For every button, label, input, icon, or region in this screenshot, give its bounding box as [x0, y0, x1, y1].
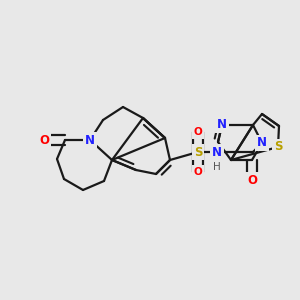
Text: O: O [194, 127, 202, 137]
Text: N: N [85, 134, 95, 146]
Text: N: N [217, 118, 227, 131]
Text: O: O [247, 173, 257, 187]
Text: H: H [213, 162, 221, 172]
Text: S: S [274, 140, 282, 154]
Text: O: O [39, 134, 49, 146]
Text: O: O [194, 167, 202, 177]
Text: N: N [257, 136, 267, 149]
Text: S: S [194, 146, 202, 158]
Text: N: N [212, 146, 222, 158]
